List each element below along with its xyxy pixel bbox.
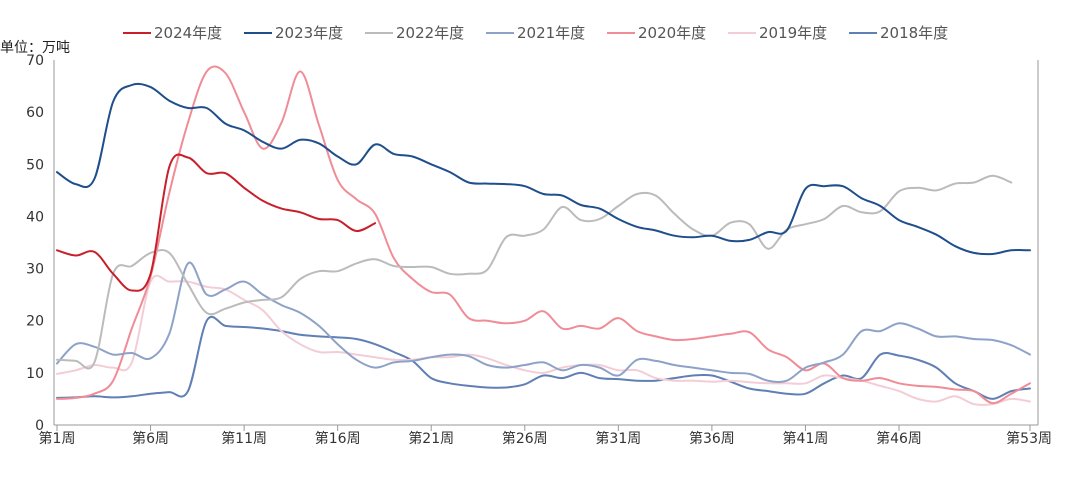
legend-item-3[interactable]: 2021年度 (486, 24, 585, 42)
series-line-2023年度 (56, 82, 1031, 256)
legend: 2024年度 2023年度 2022年度 2021年度 2020年度 2019年度 2018… (123, 24, 948, 42)
series-line-2021年度 (56, 261, 1031, 383)
legend-item-5[interactable]: 2019年度 (728, 24, 827, 42)
y-tick-label: 50 (26, 157, 44, 173)
legend-label: 2021年度 (517, 24, 585, 42)
legend-label: 2019年度 (759, 24, 827, 42)
legend-item-4[interactable]: 2020年度 (607, 24, 706, 42)
x-tick-label: 第46周 (876, 430, 922, 447)
x-tick-label: 第26周 (502, 430, 548, 447)
y-tick-label: 40 (26, 209, 44, 225)
series-line-2020年度 (56, 65, 1031, 405)
x-tick-label: 第36周 (689, 430, 735, 447)
legend-item-2[interactable]: 2022年度 (365, 24, 464, 42)
series-line-2024年度 (56, 153, 377, 292)
legend-item-6[interactable]: 2018年度 (849, 24, 948, 42)
y-tick-label: 20 (26, 314, 44, 330)
x-tick-label: 第53周 (1006, 430, 1052, 447)
y-tick-label: 30 (26, 262, 44, 278)
series-line-2022年度 (56, 174, 1013, 370)
x-tick-label: 第41周 (783, 430, 829, 447)
legend-label: 2024年度 (154, 24, 222, 42)
legend-label: 2023年度 (275, 24, 343, 42)
unit-label: 单位：万吨 (0, 40, 70, 56)
series-line-2018年度 (56, 315, 1031, 400)
y-tick-label: 0 (35, 418, 44, 434)
x-tick-label: 第11周 (221, 430, 267, 447)
legend-label: 2020年度 (638, 24, 706, 42)
x-tick-label: 第16周 (315, 430, 361, 447)
x-tick-label: 第6周 (132, 430, 169, 447)
y-axis-ticks: 0 10 20 30 40 50 60 70 (26, 53, 44, 434)
y-tick-label: 60 (26, 105, 44, 121)
legend-item-1[interactable]: 2023年度 (244, 24, 343, 42)
y-tick-label: 70 (26, 53, 44, 69)
x-tick-label: 第21周 (408, 430, 454, 447)
series-group (56, 65, 1031, 406)
legend-label: 2022年度 (396, 24, 464, 42)
x-tick-label: 第1周 (39, 430, 76, 447)
legend-label: 2018年度 (880, 24, 948, 42)
x-tick-label: 第31周 (595, 430, 641, 447)
legend-item-0[interactable]: 2024年度 (123, 24, 222, 42)
y-tick-label: 10 (26, 366, 44, 382)
x-axis-ticks: 第1周 第6周 第11周 第16周 第21周 第26周 第31周 第36周 第41周 第46周 第5… (39, 425, 1052, 447)
series-line-2019年度 (56, 274, 1031, 406)
